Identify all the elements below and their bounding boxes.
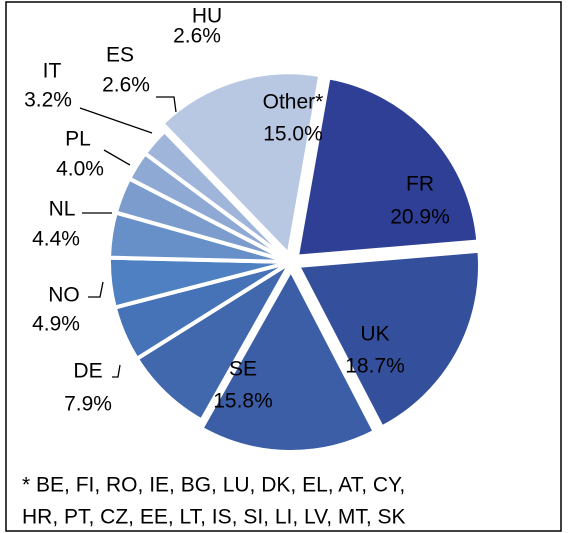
- slice-label: PL: [65, 128, 91, 151]
- data-label: 15.0%: [263, 123, 323, 146]
- slice-label: SE: [229, 358, 257, 381]
- footnote: * BE, FI, RO, IE, BG, LU, DK, EL, AT, CY…: [22, 474, 405, 497]
- slice-label: HU: [192, 5, 222, 28]
- leader-line: [103, 149, 131, 166]
- leader-line: [88, 281, 104, 298]
- pie-slice: [142, 128, 293, 264]
- slice-label: UK: [360, 323, 389, 346]
- pie-slice: [294, 75, 481, 259]
- slice-label: IT: [43, 60, 62, 83]
- leader-line: [112, 364, 121, 378]
- data-label: 4.0%: [56, 158, 104, 181]
- pie-slice: [198, 265, 378, 454]
- data-label: 3.2%: [24, 89, 72, 112]
- data-label: 7.9%: [64, 393, 112, 416]
- data-label: 2.6%: [102, 74, 150, 97]
- data-label: 20.9%: [390, 206, 450, 229]
- slice-label: DE: [73, 360, 102, 383]
- slice-label: FR: [406, 173, 434, 196]
- data-label: 2.6%: [173, 25, 221, 48]
- data-label: 4.4%: [32, 228, 80, 251]
- slice-label: NL: [49, 198, 76, 221]
- data-label: 15.8%: [213, 390, 273, 413]
- pie-slice: [159, 70, 323, 259]
- footnote: HR, PT, CZ, EE, LT, IS, SI, LI, LV, MT, …: [22, 506, 406, 529]
- pie-slice: [294, 248, 482, 431]
- leader-line: [156, 96, 177, 113]
- leader-line: [79, 107, 153, 134]
- slice-label: NO: [48, 284, 80, 307]
- slice-label: ES: [106, 44, 134, 67]
- data-label: 4.9%: [32, 313, 80, 336]
- slice-label: Other*: [263, 91, 324, 114]
- data-label: 18.7%: [345, 355, 405, 378]
